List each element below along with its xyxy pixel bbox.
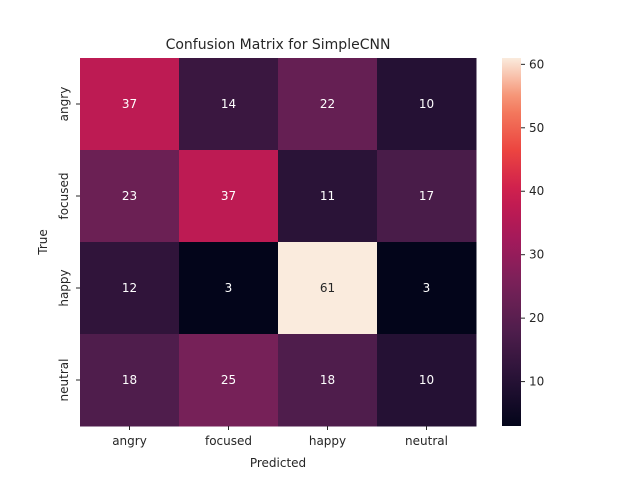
heatmap-cell <box>179 242 279 335</box>
x-tick-label: angry <box>112 434 147 448</box>
cell-value-label: 17 <box>419 189 434 203</box>
y-axis-label: True <box>36 229 50 256</box>
heatmap-cell <box>80 242 180 335</box>
colorbar-tick-label: 20 <box>529 311 544 325</box>
heatmap-cell <box>278 242 378 335</box>
cell-value-label: 18 <box>320 373 335 387</box>
cell-value-label: 12 <box>122 281 137 295</box>
heatmap-cell <box>179 150 279 243</box>
cell-value-label: 23 <box>122 189 137 203</box>
chart-title: Confusion Matrix for SimpleCNN <box>166 37 391 53</box>
cell-value-label: 22 <box>320 97 335 111</box>
x-axis-ticks: angry focused happy neutral <box>112 426 448 448</box>
x-tick-label: focused <box>205 434 252 448</box>
heatmap-cell <box>278 334 378 427</box>
cell-value-label: 18 <box>122 373 137 387</box>
heatmap-cell <box>179 334 279 427</box>
heatmap-cell <box>278 58 378 151</box>
heatmap-cell <box>377 150 477 243</box>
y-axis-ticks: angry focused happy neutral <box>57 87 80 402</box>
heatmap-cell <box>377 242 477 335</box>
heatmap-cells: 37 14 22 10 23 37 11 17 12 3 61 3 18 25 18 10 <box>80 58 477 427</box>
y-tick-label: neutral <box>57 359 71 402</box>
colorbar-tick-label: 60 <box>529 57 544 71</box>
cell-value-label: 10 <box>419 373 434 387</box>
colorbar-tick-label: 10 <box>529 375 544 389</box>
cell-value-label: 14 <box>221 97 236 111</box>
x-axis-label: Predicted <box>250 456 306 470</box>
x-tick-label: happy <box>309 434 346 448</box>
cell-value-label: 10 <box>419 97 434 111</box>
cell-value-label: 11 <box>320 189 335 203</box>
cell-value-label: 37 <box>221 189 236 203</box>
cell-value-label: 25 <box>221 373 236 387</box>
y-tick-label: happy <box>57 269 71 306</box>
cell-value-label: 37 <box>122 97 137 111</box>
heatmap-cell <box>377 58 477 151</box>
y-tick-label: angry <box>57 87 71 122</box>
cell-value-label: 3 <box>423 281 431 295</box>
colorbar <box>502 58 521 426</box>
y-tick-label: focused <box>57 172 71 219</box>
colorbar-ticks: 10 20 30 40 50 60 <box>521 57 544 389</box>
colorbar-tick-label: 40 <box>529 184 544 198</box>
heatmap-cell <box>80 150 180 243</box>
heatmap-cell <box>377 334 477 427</box>
colorbar-tick-label: 50 <box>529 121 544 135</box>
cell-value-label: 3 <box>225 281 233 295</box>
x-tick-label: neutral <box>405 434 448 448</box>
heatmap-cell <box>179 58 279 151</box>
heatmap-cell <box>80 58 180 151</box>
cell-value-label: 61 <box>320 281 335 295</box>
heatmap-cell <box>80 334 180 427</box>
heatmap-cell <box>278 150 378 243</box>
colorbar-tick-label: 30 <box>529 248 544 262</box>
